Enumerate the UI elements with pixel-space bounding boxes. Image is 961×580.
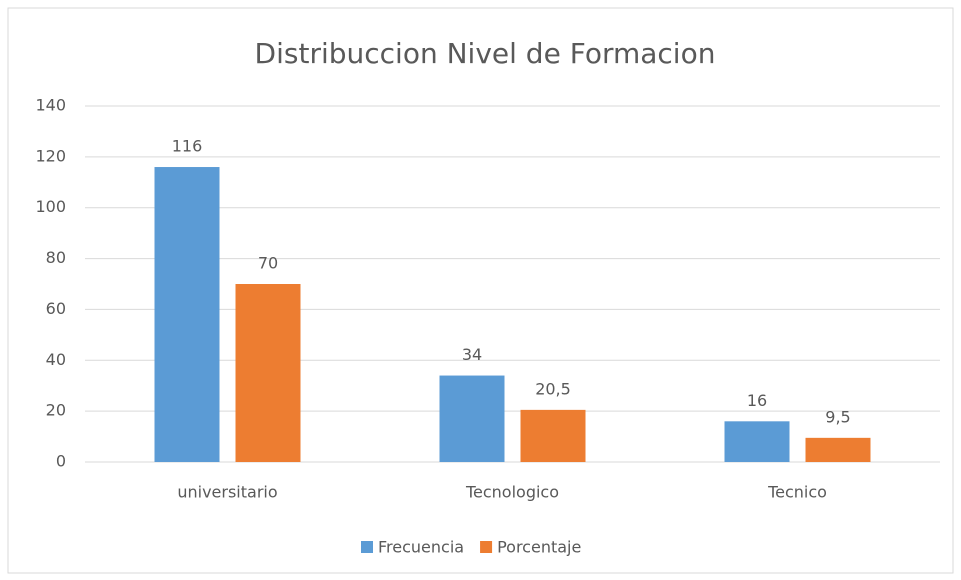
legend-swatch <box>361 541 373 553</box>
legend-label: Porcentaje <box>497 538 581 557</box>
y-tick-label: 60 <box>46 299 66 318</box>
bar <box>235 284 301 462</box>
y-tick-label: 40 <box>46 350 66 369</box>
data-label: 16 <box>747 391 767 410</box>
y-tick-label: 100 <box>35 197 66 216</box>
data-label: 34 <box>462 345 482 364</box>
x-tick-label: universitario <box>177 483 277 502</box>
legend-label: Frecuencia <box>378 538 464 557</box>
data-label: 70 <box>258 254 278 273</box>
x-tick-label: Tecnico <box>767 483 827 502</box>
data-label: 116 <box>172 137 203 156</box>
data-label: 20,5 <box>535 379 571 398</box>
y-tick-label: 80 <box>46 248 66 267</box>
bar <box>439 375 505 462</box>
bar <box>805 437 871 462</box>
bar <box>724 421 790 462</box>
y-tick-label: 120 <box>35 146 66 165</box>
y-tick-label: 20 <box>46 401 66 420</box>
y-tick-label: 140 <box>35 96 66 115</box>
bar <box>520 409 586 462</box>
chart-title: Distribuccion Nivel de Formacion <box>255 37 716 70</box>
bar <box>154 167 220 462</box>
data-label: 9,5 <box>825 407 850 426</box>
y-tick-label: 0 <box>56 452 66 471</box>
legend-swatch <box>480 541 493 553</box>
x-tick-label: Tecnologico <box>465 483 559 502</box>
